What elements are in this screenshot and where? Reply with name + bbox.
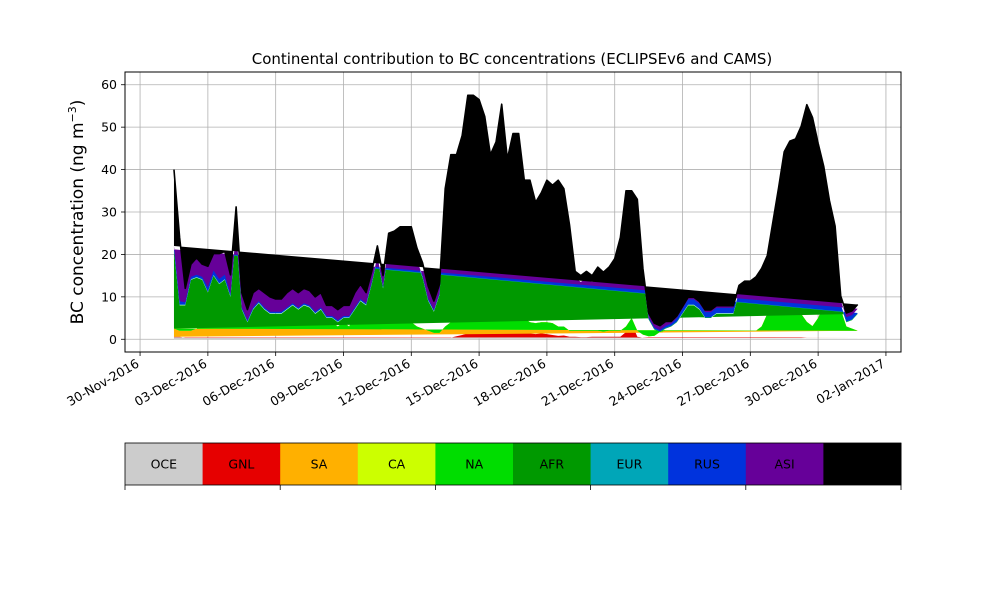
total-outline [173, 94, 859, 327]
legend-swatch-oce [125, 443, 204, 485]
legend-colorbar: OCE GNL SA CA NA AFR EUR RUS ASI AUS [124, 442, 902, 490]
legend-swatch-gnl [202, 443, 281, 485]
y-tick-label: 50 [101, 120, 117, 135]
area-aus [173, 95, 858, 326]
y-axis-label-superscript: −3 [66, 106, 79, 122]
y-tick-label: 20 [101, 247, 117, 262]
legend-label-afr: AFR [540, 457, 565, 472]
legend-swatch-aus [823, 443, 902, 485]
legend-swatch-afr [513, 443, 592, 485]
legend-swatch-ca [357, 443, 436, 485]
legend-label-ca: CA [388, 457, 406, 472]
stacked-areas [173, 95, 858, 340]
legend-swatch-rus [668, 443, 747, 485]
legend-label-gnl: GNL [228, 457, 254, 472]
legend-swatch-sa [280, 443, 359, 485]
legend-frame [124, 442, 902, 486]
y-tick-label: 40 [101, 162, 117, 177]
y-axis: 0 10 20 30 40 50 60 [101, 77, 125, 347]
y-axis-label: BC concentration (ng m−3) [66, 100, 88, 325]
legend-label-na: NA [465, 457, 483, 472]
legend-label-rus: RUS [694, 457, 720, 472]
legend-label-aus: AUS [849, 457, 875, 472]
legend-label-sa: SA [311, 457, 328, 472]
legend-swatch-na [435, 443, 514, 485]
legend-swatch-eur [590, 443, 669, 485]
y-tick-label: 30 [101, 205, 117, 220]
legend-label-oce: OCE [151, 457, 178, 472]
legend-label-eur: EUR [617, 457, 643, 472]
y-tick-label: 0 [109, 332, 117, 347]
chart-title: Continental contribution to BC concentra… [252, 50, 773, 68]
y-axis-label-main: BC concentration (ng m [68, 122, 88, 324]
legend-label-asi: ASI [775, 457, 795, 472]
legend-swatch-asi [745, 443, 824, 485]
y-tick-label: 10 [101, 289, 117, 304]
y-tick-label: 60 [101, 77, 117, 92]
total-line [173, 94, 859, 327]
y-axis-label-close: ) [68, 100, 88, 107]
